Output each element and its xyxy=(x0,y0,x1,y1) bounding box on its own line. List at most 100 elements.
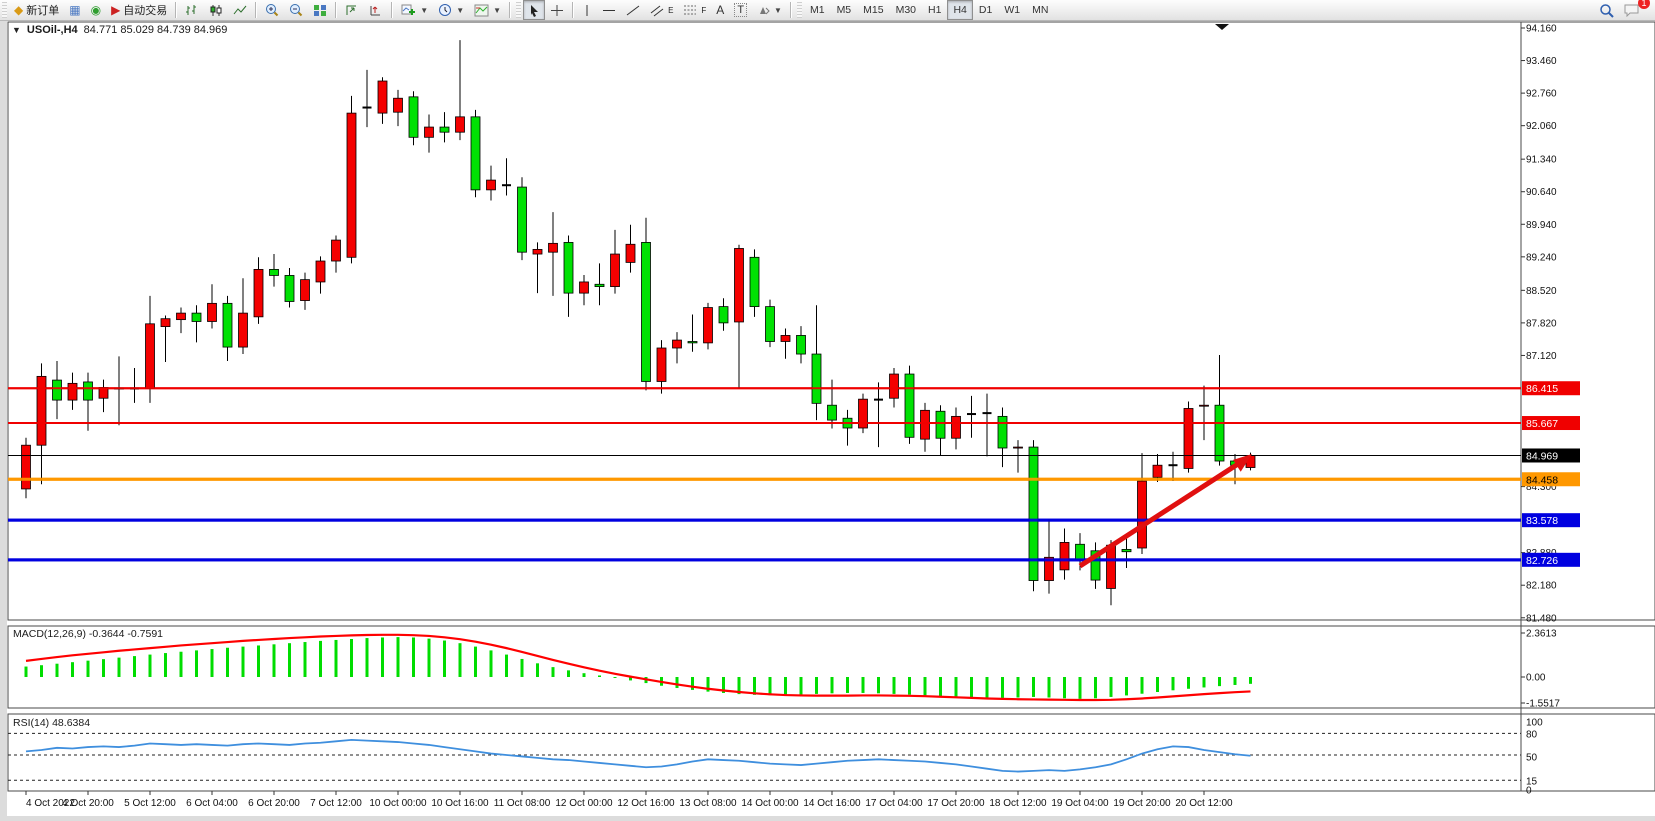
dropdown-arrow-icon: ▼ xyxy=(774,5,782,15)
rsi-line xyxy=(25,738,1251,773)
tile-windows-icon xyxy=(314,4,327,16)
market-watch-button[interactable]: ▦ xyxy=(64,0,85,20)
symbol-dropdown-icon[interactable]: ▼ xyxy=(12,25,21,35)
fibonacci-tool-button[interactable]: F xyxy=(678,0,711,20)
text-tool-button[interactable]: A xyxy=(711,0,729,20)
price-badge-84.969: 84.969 xyxy=(1522,448,1580,463)
macd-indicator-label: MACD(12,26,9) -0.3644 -0.7591 xyxy=(13,628,163,640)
vertical-line-icon xyxy=(586,4,588,16)
trendline-tool-button[interactable] xyxy=(621,0,645,20)
toolbar-grip[interactable] xyxy=(2,2,7,18)
toolbar-separator xyxy=(789,2,792,18)
template-button[interactable]: ▼ xyxy=(469,0,506,20)
svg-text:89.240: 89.240 xyxy=(1526,252,1557,263)
auto-arrange-icon xyxy=(346,5,357,15)
timeframe-button-h4[interactable]: H4 xyxy=(947,0,973,20)
timeframe-button-d1[interactable]: D1 xyxy=(978,4,993,16)
chart-shift-marker[interactable] xyxy=(1215,24,1229,30)
toolbar-separator xyxy=(391,2,394,18)
bar-chart-mode-button[interactable] xyxy=(180,0,204,20)
channel-tool-button[interactable]: E xyxy=(645,0,678,20)
svg-text:0: 0 xyxy=(1526,786,1532,797)
svg-text:82.726: 82.726 xyxy=(1526,555,1558,567)
svg-text:82.180: 82.180 xyxy=(1526,581,1557,592)
candles-layer xyxy=(21,40,1256,606)
new-order-icon: ◆ xyxy=(14,3,24,17)
search-button[interactable] xyxy=(1594,0,1619,20)
svg-text:20 Oct 12:00: 20 Oct 12:00 xyxy=(1175,798,1233,809)
period-button[interactable]: ▼ xyxy=(433,0,469,20)
trendline-icon xyxy=(626,5,640,15)
rsi-indicator-label: RSI(14) 48.6384 xyxy=(13,717,91,729)
window-left-edge xyxy=(0,20,7,816)
dropdown-arrow-icon: ▼ xyxy=(420,5,429,15)
new-order-button[interactable]: ◆ 新订单 xyxy=(9,0,64,20)
chart-shift-button[interactable] xyxy=(364,0,388,20)
price-badge-83.578: 83.578 xyxy=(1522,513,1580,528)
svg-text:13 Oct 08:00: 13 Oct 08:00 xyxy=(679,798,737,809)
cursor-tool-button[interactable] xyxy=(523,0,546,20)
svg-text:-1.5517: -1.5517 xyxy=(1526,699,1560,710)
toolbar-separator xyxy=(175,2,178,18)
svg-text:14 Oct 16:00: 14 Oct 16:00 xyxy=(803,798,861,809)
arrows-tool-button[interactable]: ▼ xyxy=(752,0,787,20)
add-indicator-icon xyxy=(401,4,416,15)
timeframe-button-h1[interactable]: H1 xyxy=(928,4,942,16)
cursor-icon xyxy=(531,4,539,17)
toolbar-separator xyxy=(572,2,575,18)
toolbar-grip[interactable] xyxy=(516,2,522,18)
svg-text:17 Oct 20:00: 17 Oct 20:00 xyxy=(927,798,985,809)
svg-text:84.458: 84.458 xyxy=(1526,474,1558,486)
timeframe-button-m1[interactable]: M1 xyxy=(809,4,825,16)
timeframe-button-m15[interactable]: M15 xyxy=(863,4,884,16)
timeframe-button-w1[interactable]: W1 xyxy=(1004,4,1021,16)
add-indicator-button[interactable]: ▼ xyxy=(396,0,433,20)
svg-text:0.00: 0.00 xyxy=(1526,673,1546,684)
market-watch-icon: ▦ xyxy=(69,3,81,17)
template-icon xyxy=(474,4,489,16)
svg-text:11 Oct 08:00: 11 Oct 08:00 xyxy=(494,798,551,809)
price-badge-84.458: 84.458 xyxy=(1522,472,1580,487)
text-label-tool-button[interactable]: T xyxy=(729,0,752,20)
timeframe-button-mn[interactable]: MN xyxy=(1032,4,1049,16)
notifications-button[interactable]: 1 xyxy=(1619,0,1650,20)
macd-layer: 2.3613 0.00 -1.5517 xyxy=(24,629,1560,710)
vertical-line-tool-button[interactable] xyxy=(577,0,597,20)
new-order-label: 新订单 xyxy=(26,5,60,17)
line-chart-icon xyxy=(233,5,247,14)
svg-text:4 Oct 20:00: 4 Oct 20:00 xyxy=(62,798,114,809)
svg-text:92.060: 92.060 xyxy=(1526,121,1557,132)
search-icon xyxy=(1600,3,1614,18)
zoom-in-button[interactable] xyxy=(260,0,284,20)
horizontal-line-tool-button[interactable] xyxy=(597,0,621,20)
svg-text:18 Oct 12:00: 18 Oct 12:00 xyxy=(989,798,1047,809)
channel-letter: E xyxy=(668,5,674,15)
dropdown-arrow-icon: ▼ xyxy=(456,5,465,15)
candle-chart-mode-button[interactable] xyxy=(204,0,228,20)
svg-text:93.460: 93.460 xyxy=(1526,56,1557,67)
fibonacci-letter: F xyxy=(701,5,707,15)
timeframe-button-m5[interactable]: M5 xyxy=(836,4,852,16)
ohlc-quote: 84.771 85.029 84.739 84.969 xyxy=(83,24,228,36)
equidistant-channel-icon xyxy=(650,5,664,16)
svg-text:12 Oct 16:00: 12 Oct 16:00 xyxy=(617,798,675,809)
trend-arrow[interactable] xyxy=(1078,454,1252,569)
horizontal-line-icon xyxy=(603,9,616,11)
auto-arrange-button[interactable] xyxy=(340,0,364,20)
svg-text:85.667: 85.667 xyxy=(1526,418,1558,430)
line-chart-mode-button[interactable] xyxy=(228,0,252,20)
timeframe-button-m30[interactable]: M30 xyxy=(895,4,917,16)
autotrading-button[interactable]: ▶ 自动交易 xyxy=(106,0,172,20)
zoom-out-button[interactable] xyxy=(284,0,308,20)
svg-text:88.520: 88.520 xyxy=(1526,286,1557,297)
crosshair-tool-button[interactable] xyxy=(545,0,569,20)
toolbar-separator xyxy=(255,2,258,18)
candlestick-icon xyxy=(210,4,222,16)
tile-windows-button[interactable] xyxy=(308,0,332,20)
navigator-button[interactable]: ◉ xyxy=(86,0,106,20)
svg-text:100: 100 xyxy=(1526,718,1543,729)
toolbar-grip[interactable] xyxy=(796,2,802,18)
